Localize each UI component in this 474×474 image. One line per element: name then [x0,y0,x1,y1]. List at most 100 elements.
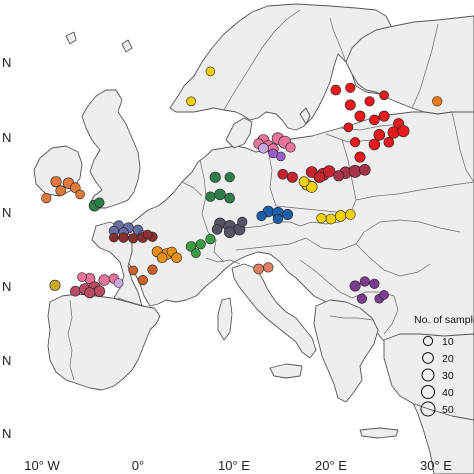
sample-point [109,232,119,243]
sample-point [98,274,110,286]
crete-landmass [359,427,399,439]
legend-size-circle [422,335,434,347]
sample-point [349,280,361,292]
x-tick-label: 0° [132,458,144,473]
sample-point [50,176,62,188]
sample-point [344,99,356,111]
x-tick-label: 10° W [24,458,60,473]
border-benelux [181,181,203,197]
border-hungary [305,231,365,251]
sample-point [137,275,148,286]
sample-point [323,165,336,178]
legend-title: No. of samples [414,314,474,326]
sample-point [397,125,410,138]
sample-point [205,234,216,245]
border-balkans-a [299,259,353,299]
sample-point [268,148,278,159]
sample-point [368,138,381,151]
sample-point [354,110,366,122]
legend-size-label: 10 [442,336,454,348]
y-tick-label: N [2,353,11,368]
sample-point [224,172,235,183]
small-island-a [121,39,133,53]
sample-point [356,293,368,304]
sample-point [211,224,223,235]
border-switzerland [205,257,241,265]
sample-point [186,96,196,107]
legend-size-label: 30 [442,370,454,382]
sample-point [49,279,61,291]
turkey-landmass [383,333,474,421]
sample-point [113,278,124,288]
sample-point [369,114,380,126]
sample-point [191,248,201,258]
sample-point [364,96,375,107]
great-britain-landmass [81,89,141,209]
legend-size-label: 40 [442,387,454,399]
sample-point [258,142,269,154]
sample-point [343,122,354,133]
sample-point [55,185,67,196]
sample-point [285,142,296,153]
sample-point [369,278,380,289]
y-tick-label: N [2,55,11,70]
sample-point [84,287,96,299]
sample-point [298,176,310,187]
sample-point [118,232,129,243]
sample-point [383,136,395,148]
sicily-landmass [269,363,303,379]
border-sweden-finland [329,17,347,63]
greece-landmass [313,299,379,403]
sample-point [205,191,216,202]
sample-point [75,189,85,200]
sample-point [171,252,182,264]
border-greece-north [329,315,373,321]
sample-point [345,82,356,93]
sample-point [156,252,168,264]
border-austria-south [235,237,307,251]
continental-landmass [123,111,474,474]
sample-point [305,181,318,193]
sample-point [344,209,356,220]
legend: No. of samples 10 20 30 40 50 [414,314,474,417]
legend-size-label: 20 [442,353,454,365]
sample-point [142,229,153,240]
sample-point [378,110,390,122]
y-tick-label: N [2,205,11,220]
sample-point [209,171,221,183]
sample-point [263,262,274,273]
border-romania [355,243,431,277]
sample-point [195,239,206,250]
sample-point [330,84,342,96]
border-norway-sweden [223,9,301,111]
legend-size-label: 50 [442,404,454,416]
x-tick-label: 30° E [420,458,452,473]
y-tick-label: N [2,426,11,441]
axis-labels: N N N N N N 10° W 0° 10° E 20° E 30° E [2,55,452,473]
legend-size-circle [420,401,436,417]
sample-point [253,263,264,275]
sample-point [379,290,389,300]
border-poland-east [341,139,357,215]
sample-point [277,169,289,180]
sample-point [77,272,87,282]
border-bulgaria [383,295,399,335]
sample-point [316,213,327,224]
sample-point [256,210,267,222]
border-russia-east [451,111,474,183]
sample-point [358,164,371,176]
sample-point [325,213,337,225]
sample-point [354,151,366,163]
sample-point [237,216,248,227]
sample-point [70,285,81,297]
border-ukraine [363,219,461,233]
sample-point [282,209,294,221]
iberia-landmass [47,293,161,391]
border-belarus [355,181,474,201]
sample-point [313,171,326,183]
x-tick-label: 10° E [218,458,250,473]
gotland-landmass [299,107,311,125]
legend-size-circle [421,368,435,382]
small-island-b [65,31,77,45]
legend-size-circle [422,352,434,364]
